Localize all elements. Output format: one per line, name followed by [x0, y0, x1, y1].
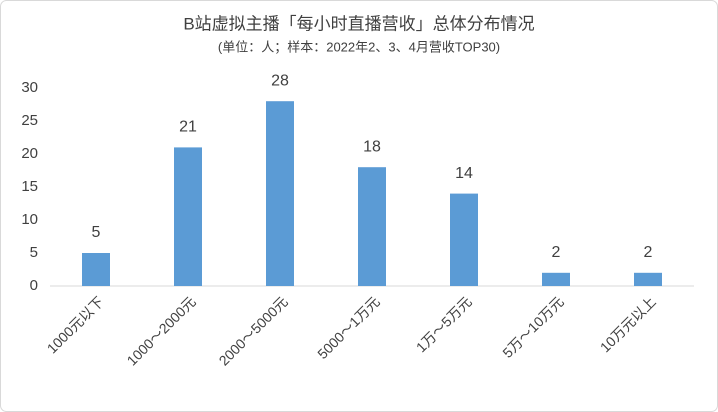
bar — [542, 272, 570, 286]
data-label: 5 — [92, 224, 101, 241]
bar — [266, 101, 294, 286]
data-label: 2 — [644, 244, 653, 261]
y-tick-label: 30 — [21, 79, 38, 96]
chart-title: B站虚拟主播「每小时直播营收」总体分布情况 — [183, 14, 534, 33]
data-label: 28 — [271, 72, 289, 89]
data-label: 18 — [363, 138, 381, 155]
bar — [82, 253, 110, 286]
bar — [450, 193, 478, 286]
data-label: 21 — [179, 119, 197, 136]
y-tick-label: 10 — [21, 211, 38, 228]
bar — [634, 272, 662, 286]
chart-subtitle: (单位：人；样本：2022年2、3、4月营收TOP30) — [218, 39, 500, 55]
y-tick-label: 20 — [21, 145, 38, 162]
y-tick-label: 25 — [21, 112, 38, 129]
y-tick-label: 0 — [30, 277, 38, 294]
bar — [358, 167, 386, 286]
y-tick-label: 15 — [21, 178, 38, 195]
bar — [174, 147, 202, 286]
data-label: 2 — [552, 244, 561, 261]
data-label: 14 — [455, 165, 473, 182]
y-tick-label: 5 — [30, 244, 38, 261]
